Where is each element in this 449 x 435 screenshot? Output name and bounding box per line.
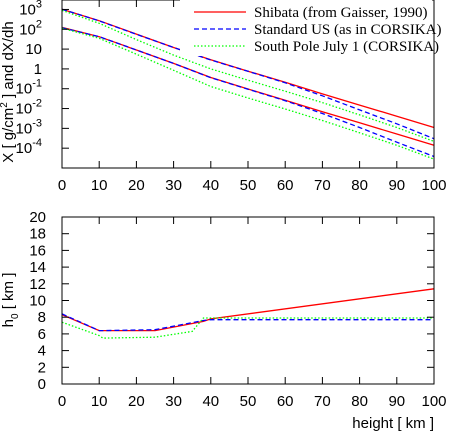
bottom-series-standard-us-as-in-corsika bbox=[61, 313, 434, 332]
legend-label-shibata: Shibata (from Gaisser, 1990) bbox=[254, 5, 428, 21]
bottom-y-tick-label: 12 bbox=[29, 276, 46, 293]
top-y-tick-label: 10 bbox=[25, 41, 42, 58]
bottom-x-tick-label: 60 bbox=[277, 393, 294, 410]
bottom-x-tick-label: 0 bbox=[58, 393, 66, 410]
bottom-x-tick-label: 70 bbox=[314, 393, 331, 410]
top-series-standard-us-as-in-corsika-x bbox=[61, 8, 435, 140]
top-x-tick-label: 0 bbox=[58, 177, 66, 194]
top-y-tick-label: 10-2 bbox=[16, 98, 42, 118]
bottom-y-tick-label: 10 bbox=[29, 293, 46, 310]
top-y-tick-label: 10-3 bbox=[16, 117, 42, 137]
bottom-y-tick-label: 18 bbox=[29, 226, 46, 243]
bottom-x-tick-label: 20 bbox=[128, 393, 145, 410]
legend-background bbox=[180, 0, 432, 56]
bottom-x-tick-label: 40 bbox=[202, 393, 219, 410]
bottom-y-tick-label: 2 bbox=[38, 359, 46, 376]
top-x-tick-label: 90 bbox=[388, 177, 405, 194]
bottom-y-tick-label: 20 bbox=[29, 209, 46, 226]
top-series-layer bbox=[61, 8, 435, 160]
legend-label-south-pole: South Pole July 1 (CORSIKA) bbox=[254, 39, 439, 55]
bottom-x-tick-label: 80 bbox=[351, 393, 368, 410]
top-y-tick-label: 102 bbox=[19, 18, 42, 38]
legend-label-standard-us: Standard US (as in CORSIKA) bbox=[254, 22, 442, 38]
bottom-y-tick-label: 8 bbox=[38, 309, 46, 326]
top-series-standard-us-as-in-corsika-dxdh bbox=[61, 27, 435, 158]
bottom-y-tick-label: 16 bbox=[29, 242, 46, 259]
bottom-series-layer bbox=[61, 288, 435, 339]
bottom-chart: 0 10 20 30 40 50 60 70 80 90 100 02468101214161820… bbox=[0, 209, 447, 432]
legend-entry-south-pole: South Pole July 1 (CORSIKA) bbox=[194, 39, 439, 55]
top-y-tick-label: 10-1 bbox=[16, 78, 42, 98]
bottom-y-tick-label: 4 bbox=[38, 343, 46, 360]
bottom-x-tick-label: 10 bbox=[91, 393, 108, 410]
top-x-tick-label: 80 bbox=[351, 177, 368, 194]
top-x-tick-label: 40 bbox=[202, 177, 219, 194]
top-series-south-pole-july-1-corsika-dxdh bbox=[61, 27, 435, 160]
top-y-tick-label: 1 bbox=[34, 61, 42, 78]
top-x-tick-label: 100 bbox=[421, 177, 446, 194]
bottom-y-tick-label: 0 bbox=[38, 376, 46, 393]
legend-entry-standard-us: Standard US (as in CORSIKA) bbox=[194, 22, 442, 38]
top-x-tick-label: 50 bbox=[240, 177, 257, 194]
top-x-tick-label: 30 bbox=[165, 177, 182, 194]
bottom-x-axis: 0 10 20 30 40 50 60 70 80 90 100 bbox=[58, 217, 447, 410]
top-y-axis-label: X [ g/cm2 ] and dX/dh bbox=[0, 21, 17, 162]
top-x-tick-label: 10 bbox=[91, 177, 108, 194]
bottom-y-tick-label: 6 bbox=[38, 326, 46, 343]
bottom-x-tick-label: 30 bbox=[165, 393, 182, 410]
bottom-x-axis-label: height [ km ] bbox=[352, 415, 434, 432]
top-y-tick-label: 10-4 bbox=[16, 137, 42, 157]
bottom-y-tick-label: 14 bbox=[29, 259, 46, 276]
bottom-x-tick-label: 100 bbox=[421, 393, 446, 410]
top-x-tick-label: 20 bbox=[128, 177, 145, 194]
bottom-x-tick-label: 90 bbox=[388, 393, 405, 410]
bottom-y-axis-label: h0 [ km ] bbox=[0, 273, 21, 328]
legend: Shibata (from Gaisser, 1990) Standard US… bbox=[180, 0, 442, 56]
top-y-tick-label: 103 bbox=[19, 0, 42, 18]
bottom-x-tick-label: 50 bbox=[240, 393, 257, 410]
top-x-tick-label: 60 bbox=[277, 177, 294, 194]
legend-entry-shibata: Shibata (from Gaisser, 1990) bbox=[194, 5, 428, 21]
top-x-tick-label: 70 bbox=[314, 177, 331, 194]
